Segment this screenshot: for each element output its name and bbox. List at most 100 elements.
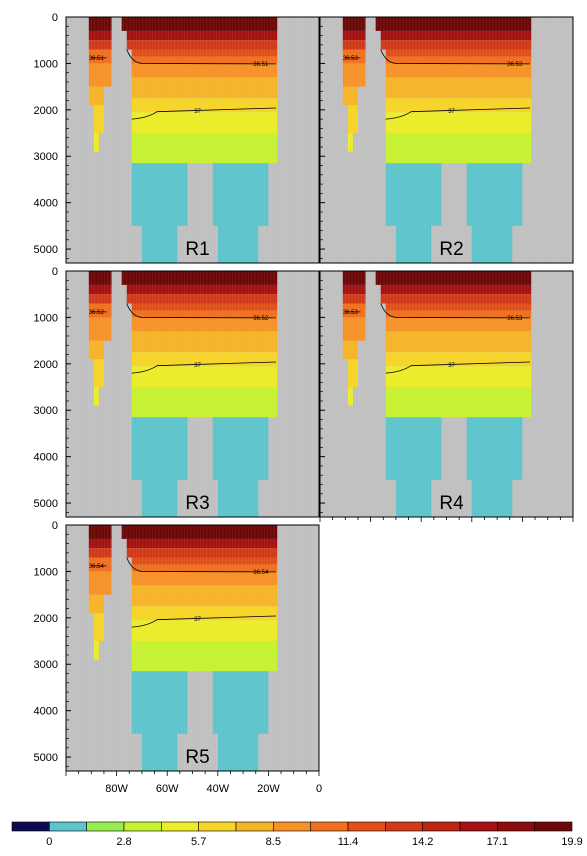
contour-label: 36.53 bbox=[343, 56, 359, 62]
y-tick-label: 2000 bbox=[34, 105, 58, 117]
temperature-band bbox=[121, 525, 278, 539]
temperature-band bbox=[131, 564, 278, 572]
panel-content: 36.53 36.53 37 bbox=[320, 271, 573, 517]
contour-label: 36.53 bbox=[507, 316, 523, 322]
x-tick-label: 20W bbox=[257, 783, 280, 795]
temperature-band bbox=[131, 585, 278, 607]
temperature-band bbox=[385, 77, 532, 99]
contour-label: 37 bbox=[194, 363, 201, 369]
temperature-band-west bbox=[347, 133, 353, 152]
y-tick-label: 5000 bbox=[34, 752, 58, 764]
temperature-band bbox=[131, 63, 278, 78]
contour-line bbox=[91, 49, 276, 65]
temperature-band bbox=[121, 271, 278, 285]
temperature-band-west bbox=[342, 271, 366, 285]
temperature-band bbox=[126, 284, 278, 295]
temperature-band bbox=[385, 303, 532, 311]
temperature-band-west bbox=[88, 30, 112, 41]
colorbar-swatch bbox=[534, 821, 573, 832]
panel-name: R4 bbox=[439, 493, 464, 514]
temperature-band-west bbox=[88, 271, 112, 285]
temperature-band bbox=[471, 479, 513, 517]
temperature-band bbox=[131, 620, 278, 642]
temperature-band-west bbox=[88, 571, 112, 595]
temperature-band bbox=[375, 271, 532, 285]
temperature-band bbox=[131, 163, 188, 226]
temperature-band bbox=[385, 49, 532, 57]
colorbar-label: 11.4 bbox=[338, 836, 359, 848]
colorbar-swatch bbox=[273, 821, 311, 832]
colorbar-label: 19.9 bbox=[561, 836, 582, 848]
y-tick-label: 5000 bbox=[34, 244, 58, 256]
temperature-band bbox=[131, 56, 278, 64]
temperature-band bbox=[126, 538, 278, 549]
temperature-band-west bbox=[88, 317, 112, 341]
temperature-band bbox=[471, 225, 513, 263]
temperature-band-west bbox=[88, 557, 112, 572]
y-tick-label: 4000 bbox=[34, 198, 58, 210]
colorbar-swatch bbox=[497, 821, 535, 832]
panel-content: 36.53 36.53 37 bbox=[320, 17, 573, 263]
temperature-band-west bbox=[347, 105, 358, 134]
temperature-band bbox=[126, 40, 278, 50]
temperature-band bbox=[380, 30, 532, 41]
temperature-band-west bbox=[93, 641, 99, 660]
temperature-band bbox=[131, 310, 278, 318]
contour-label: 37 bbox=[448, 363, 455, 369]
contour-line bbox=[91, 557, 276, 573]
temperature-band bbox=[380, 294, 532, 304]
temperature-band bbox=[131, 557, 278, 565]
temperature-band-west bbox=[93, 613, 104, 642]
contour-label: 37 bbox=[194, 109, 201, 115]
temperature-band bbox=[385, 133, 532, 164]
y-tick-label: 2000 bbox=[34, 613, 58, 625]
temperature-band bbox=[395, 479, 432, 517]
temperature-band-west bbox=[88, 594, 104, 614]
panel-r2: 36.53 36.53 37 R2 bbox=[319, 16, 574, 264]
temperature-band-west bbox=[342, 86, 358, 106]
colorbar-swatch bbox=[11, 821, 50, 832]
panel-frame bbox=[65, 16, 320, 264]
temperature-band bbox=[385, 163, 442, 226]
contour-line bbox=[345, 49, 530, 65]
contour-label: 36.54 bbox=[89, 564, 105, 570]
contour-line bbox=[131, 107, 277, 120]
colorbar-swatch bbox=[347, 821, 386, 832]
temperature-band-west bbox=[342, 63, 366, 87]
contour-label: 36.51 bbox=[89, 56, 105, 62]
temperature-band bbox=[131, 366, 278, 388]
colorbar-swatch bbox=[459, 821, 498, 832]
contour-line bbox=[385, 361, 531, 374]
temperature-band bbox=[131, 77, 278, 99]
colorbar-swatch bbox=[198, 821, 237, 832]
temperature-band bbox=[126, 294, 278, 304]
colorbar-swatch bbox=[310, 821, 349, 832]
y-tick-label: 4000 bbox=[34, 706, 58, 718]
temperature-band bbox=[385, 112, 532, 134]
temperature-band-west bbox=[342, 294, 366, 304]
temperature-band bbox=[141, 225, 178, 263]
x-tick-label: 80W bbox=[105, 783, 128, 795]
temperature-band bbox=[131, 133, 278, 164]
temperature-band-west bbox=[88, 548, 112, 558]
y-tick-label: 1000 bbox=[34, 566, 58, 578]
temperature-band-west bbox=[342, 17, 366, 31]
temperature-band-west bbox=[342, 49, 366, 64]
panel-name: R2 bbox=[439, 239, 463, 260]
temperature-band-west bbox=[342, 340, 358, 360]
temperature-band bbox=[375, 17, 532, 31]
y-tick-label: 2000 bbox=[34, 359, 58, 371]
temperature-band-west bbox=[93, 133, 99, 152]
panel-r4: 36.53 36.53 37 R4 bbox=[319, 270, 574, 518]
y-tick-label: 4000 bbox=[34, 452, 58, 464]
temperature-band bbox=[385, 387, 532, 418]
temperature-band bbox=[466, 163, 523, 226]
temperature-band bbox=[131, 317, 278, 332]
panel-frame bbox=[65, 270, 320, 518]
temperature-band-west bbox=[347, 359, 358, 388]
x-tick-label: 40W bbox=[206, 783, 229, 795]
temperature-band bbox=[126, 548, 278, 558]
panel-name: R5 bbox=[185, 747, 209, 768]
y-tick-label: 0 bbox=[52, 266, 58, 278]
